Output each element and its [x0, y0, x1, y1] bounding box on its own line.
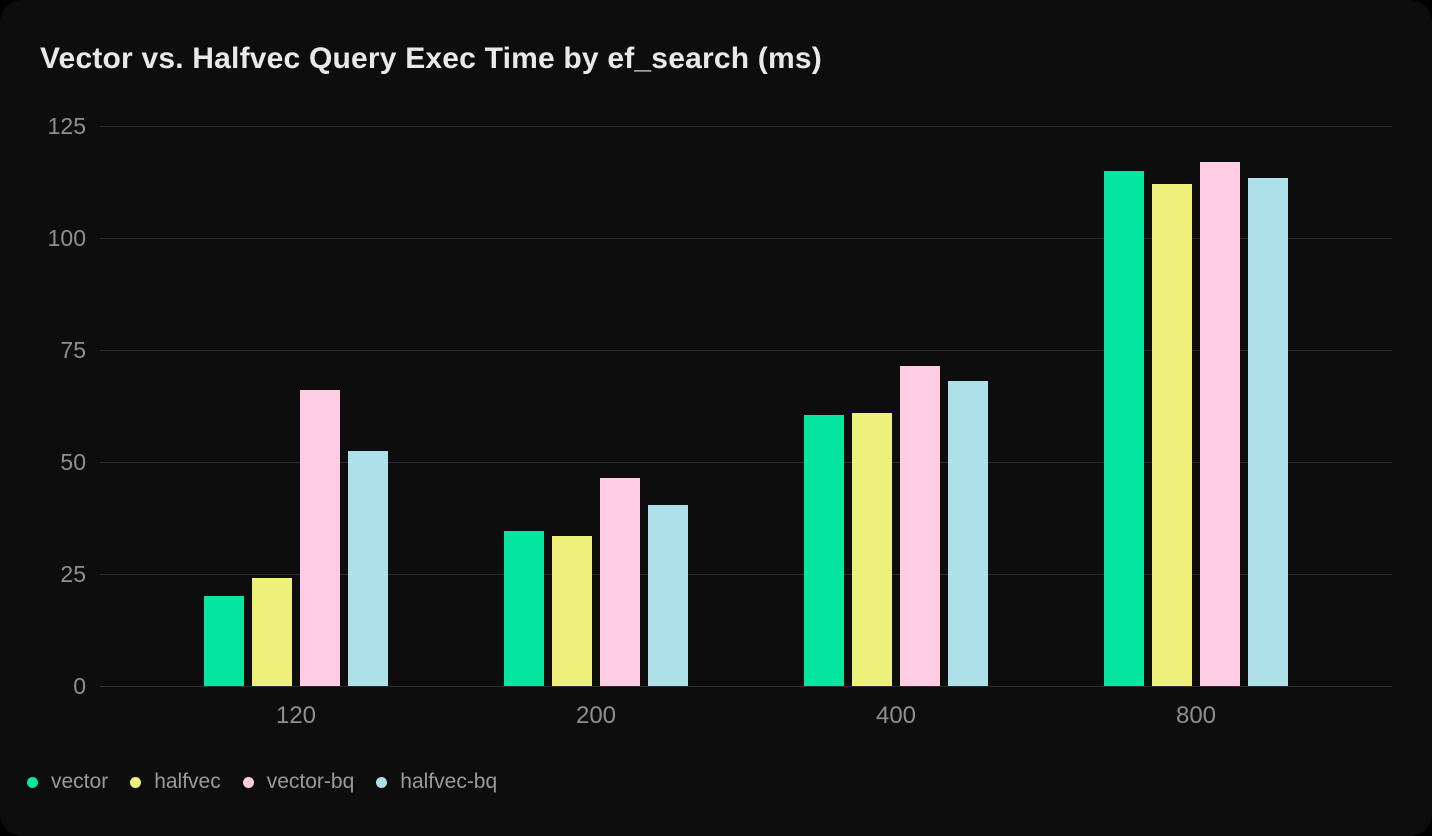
y-axis-tick-label: 25 — [60, 561, 86, 587]
bar-halfvec-bq — [948, 381, 988, 686]
gridline — [100, 349, 1392, 351]
y-axis-tick-label: 125 — [47, 113, 86, 139]
legend-label: halfvec — [154, 770, 221, 793]
chart-legend: vector halfvec vector-bq halfvec-bq — [27, 769, 497, 795]
bar-vector-bq — [900, 365, 940, 686]
y-axis-tick-label: 100 — [47, 225, 86, 251]
chart-title: Vector vs. Halfvec Query Exec Time by ef… — [40, 42, 822, 75]
y-axis-tick-label: 0 — [73, 673, 86, 699]
bar-halfvec-bq — [1248, 177, 1288, 686]
legend-swatch-icon — [242, 776, 254, 788]
legend-swatch-icon — [130, 776, 142, 788]
y-axis-tick-label: 75 — [60, 337, 86, 363]
legend-item-halfvec-bq[interactable]: halfvec-bq — [376, 769, 497, 795]
bar-vector — [804, 414, 844, 686]
bar-vector — [504, 531, 544, 686]
x-axis-tick-label: 800 — [1175, 702, 1217, 729]
legend-item-halfvec[interactable]: halfvec — [130, 769, 221, 795]
gridline — [100, 461, 1392, 463]
bar-vector-bq — [300, 390, 340, 686]
bar-halfvec — [1152, 184, 1192, 686]
legend-swatch-icon — [27, 776, 38, 788]
bar-halfvec — [552, 535, 592, 686]
gridline — [100, 125, 1392, 127]
x-axis-tick-label: 400 — [875, 702, 917, 729]
gridline — [100, 573, 1392, 575]
bar-halfvec-bq — [648, 504, 688, 686]
bar-vector — [1104, 170, 1144, 686]
legend-label: vector — [51, 770, 109, 793]
gridline — [100, 237, 1392, 239]
bar-halfvec — [252, 578, 292, 686]
bar-vector — [204, 596, 244, 686]
x-axis-tick-label: 200 — [575, 702, 617, 729]
x-axis-tick-label: 120 — [275, 702, 317, 729]
bar-halfvec — [852, 412, 892, 686]
bar-vector-bq — [600, 477, 640, 686]
legend-label: halfvec-bq — [400, 770, 498, 793]
bar-halfvec-bq — [348, 450, 388, 686]
legend-swatch-icon — [376, 776, 388, 788]
legend-item-vector[interactable]: vector — [27, 769, 108, 795]
legend-label: vector-bq — [266, 770, 355, 793]
gridline — [100, 685, 1392, 687]
bar-vector-bq — [1200, 161, 1240, 686]
legend-item-vector-bq[interactable]: vector-bq — [242, 769, 355, 795]
y-axis-tick-label: 50 — [60, 449, 86, 475]
